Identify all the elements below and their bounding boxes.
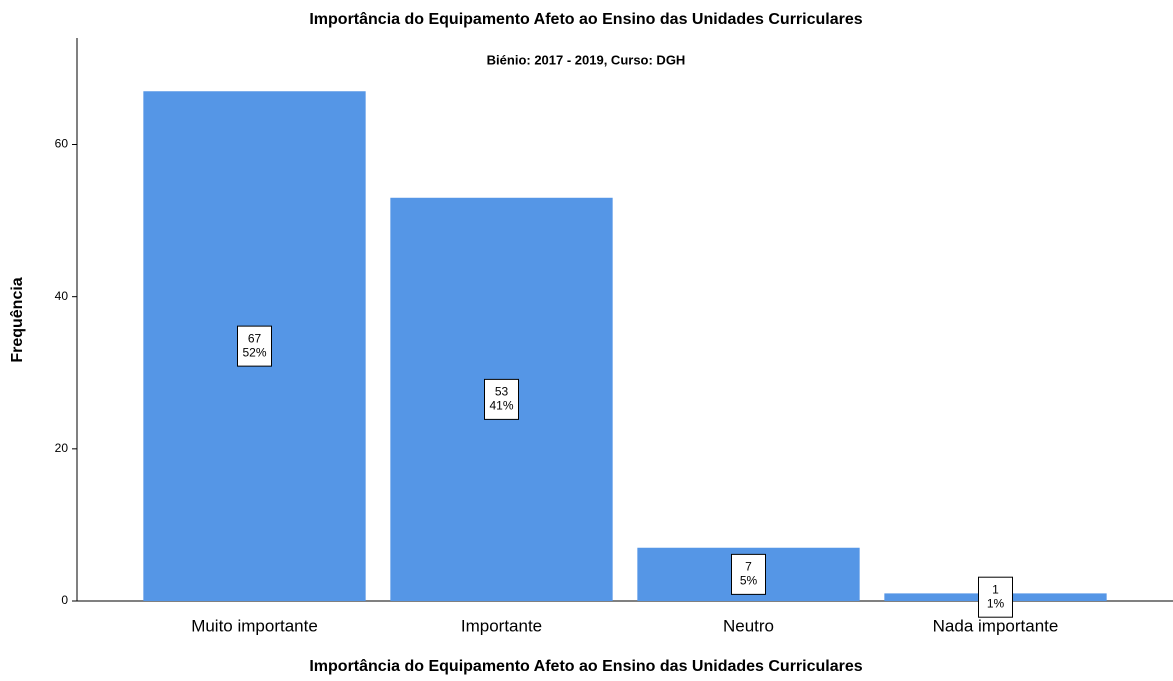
y-tick-label: 20 — [55, 441, 69, 455]
data-label-box — [237, 325, 272, 367]
chart-subtitle: Biénio: 2017 - 2019, Curso: DGH — [487, 52, 686, 67]
data-label: 1 — [992, 582, 999, 596]
data-label: 7 — [745, 560, 752, 574]
x-tick-label: Importante — [461, 616, 542, 635]
percent-label: 5% — [740, 574, 758, 588]
percent-label: 52% — [242, 345, 266, 359]
percent-label: 1% — [987, 596, 1005, 610]
y-tick-label: 40 — [55, 289, 69, 303]
x-tick-label: Neutro — [723, 616, 774, 635]
data-label: 67 — [248, 331, 262, 345]
data-label-box — [484, 378, 519, 420]
chart-title: Importância do Equipamento Afeto ao Ensi… — [309, 11, 862, 28]
x-tick-label: Nada importante — [933, 616, 1059, 635]
y-axis-label: Frequência — [9, 277, 26, 362]
y-tick-label: 0 — [61, 593, 68, 607]
percent-label: 41% — [489, 399, 513, 413]
y-tick-label: 60 — [55, 137, 69, 151]
x-tick-label: Muito importante — [191, 616, 318, 635]
x-axis-label: Importância do Equipamento Afeto ao Ensi… — [309, 658, 862, 675]
data-label-box — [731, 553, 766, 595]
data-label: 53 — [495, 385, 509, 399]
data-label-box — [978, 576, 1013, 618]
